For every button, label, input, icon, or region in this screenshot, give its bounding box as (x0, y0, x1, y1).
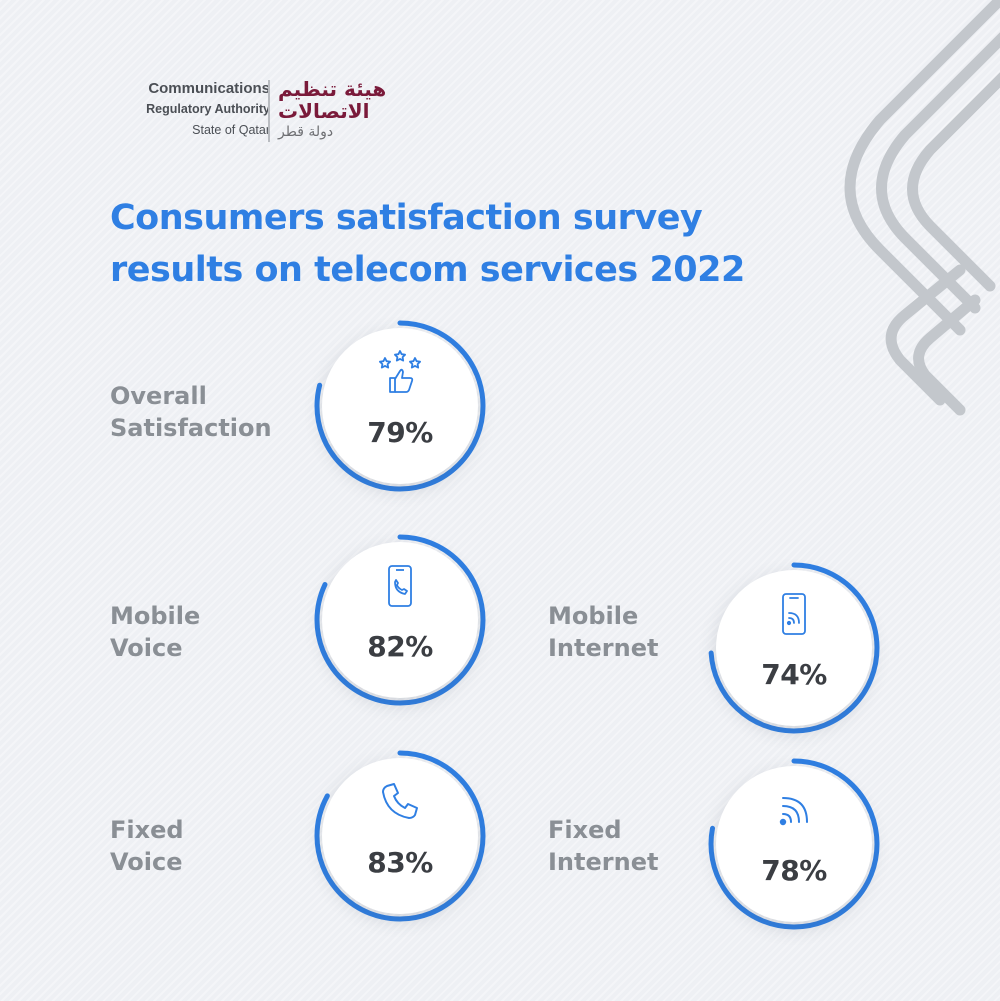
logo-divider (268, 80, 270, 142)
gauge-fixed-voice: 83% (312, 748, 488, 924)
category-label-mobile-voice: Mobile Voice (110, 600, 200, 664)
smartphone-wifi-icon (782, 593, 806, 635)
category-label-fixed-internet: Fixed Internet (548, 814, 658, 878)
category-label-overall: Overall Satisfaction (110, 380, 272, 444)
gauge-ring (314, 534, 486, 706)
stars-thumbs-up-icon (379, 350, 421, 393)
gauge-value: 83% (367, 846, 433, 879)
gauge-disc (322, 542, 478, 698)
gauge-overall: 79% (312, 318, 488, 494)
logo-arabic: هيئة تنظيم الاتصالات دولة قطر (278, 78, 386, 142)
gauge-disc (716, 766, 872, 922)
gauge-fixed-internet: 78% (706, 756, 882, 932)
category-label-line2: Satisfaction (110, 414, 272, 442)
gauge-mobile-internet: 74% (706, 560, 882, 736)
logo-en-line1: Communications (148, 80, 270, 97)
category-label-mobile-internet: Mobile Internet (548, 600, 658, 664)
gauge-disc (322, 328, 478, 484)
category-label-line2: Internet (548, 634, 659, 662)
cra-logo: Communications Regulatory Authority Stat… (108, 78, 438, 146)
category-label-line2: Voice (110, 848, 183, 876)
gauge-arc (314, 750, 486, 922)
title-line1: Consumers satisfaction survey (110, 198, 703, 238)
gauge-arc (708, 758, 880, 930)
gauge-mobile-voice: 82% (312, 532, 488, 708)
phone-handset-icon (382, 783, 418, 819)
gauge-ring (314, 750, 486, 922)
gauge-disc (716, 570, 872, 726)
category-label-line2: Internet (548, 848, 659, 876)
logo-ar-line1: هيئة تنظيم (278, 77, 387, 101)
logo-en-line3: State of Qatar (192, 123, 270, 137)
category-label-fixed-voice: Fixed Voice (110, 814, 184, 878)
logo-ar-line3: دولة قطر (278, 124, 334, 140)
wifi-signal-icon (779, 797, 808, 826)
logo-en-line2: Regulatory Authority (146, 102, 270, 116)
gauge-ring (314, 320, 486, 492)
gauge-ring (708, 562, 880, 734)
gauge-value: 82% (367, 630, 433, 663)
logo-english: Communications Regulatory Authority Stat… (146, 78, 270, 141)
gauge-disc (322, 758, 478, 914)
gauge-arc (314, 534, 486, 706)
category-label-line1: Mobile (110, 602, 201, 630)
category-label-line1: Mobile (548, 602, 639, 630)
gauge-value: 79% (367, 416, 433, 449)
title-line2: results on telecom services 2022 (110, 250, 745, 290)
gauge-arc (708, 562, 880, 734)
gauge-value: 74% (761, 658, 827, 691)
gauge-value: 78% (761, 854, 827, 887)
gauge-arc (314, 320, 486, 492)
page-title: Consumers satisfaction survey results on… (110, 192, 810, 296)
smartphone-call-icon (388, 565, 412, 607)
category-label-line1: Overall (110, 382, 207, 410)
logo-ar-line2: الاتصالات (278, 99, 370, 123)
category-label-line1: Fixed (110, 816, 184, 844)
gauge-ring (708, 758, 880, 930)
category-label-line1: Fixed (548, 816, 622, 844)
category-label-line2: Voice (110, 634, 183, 662)
